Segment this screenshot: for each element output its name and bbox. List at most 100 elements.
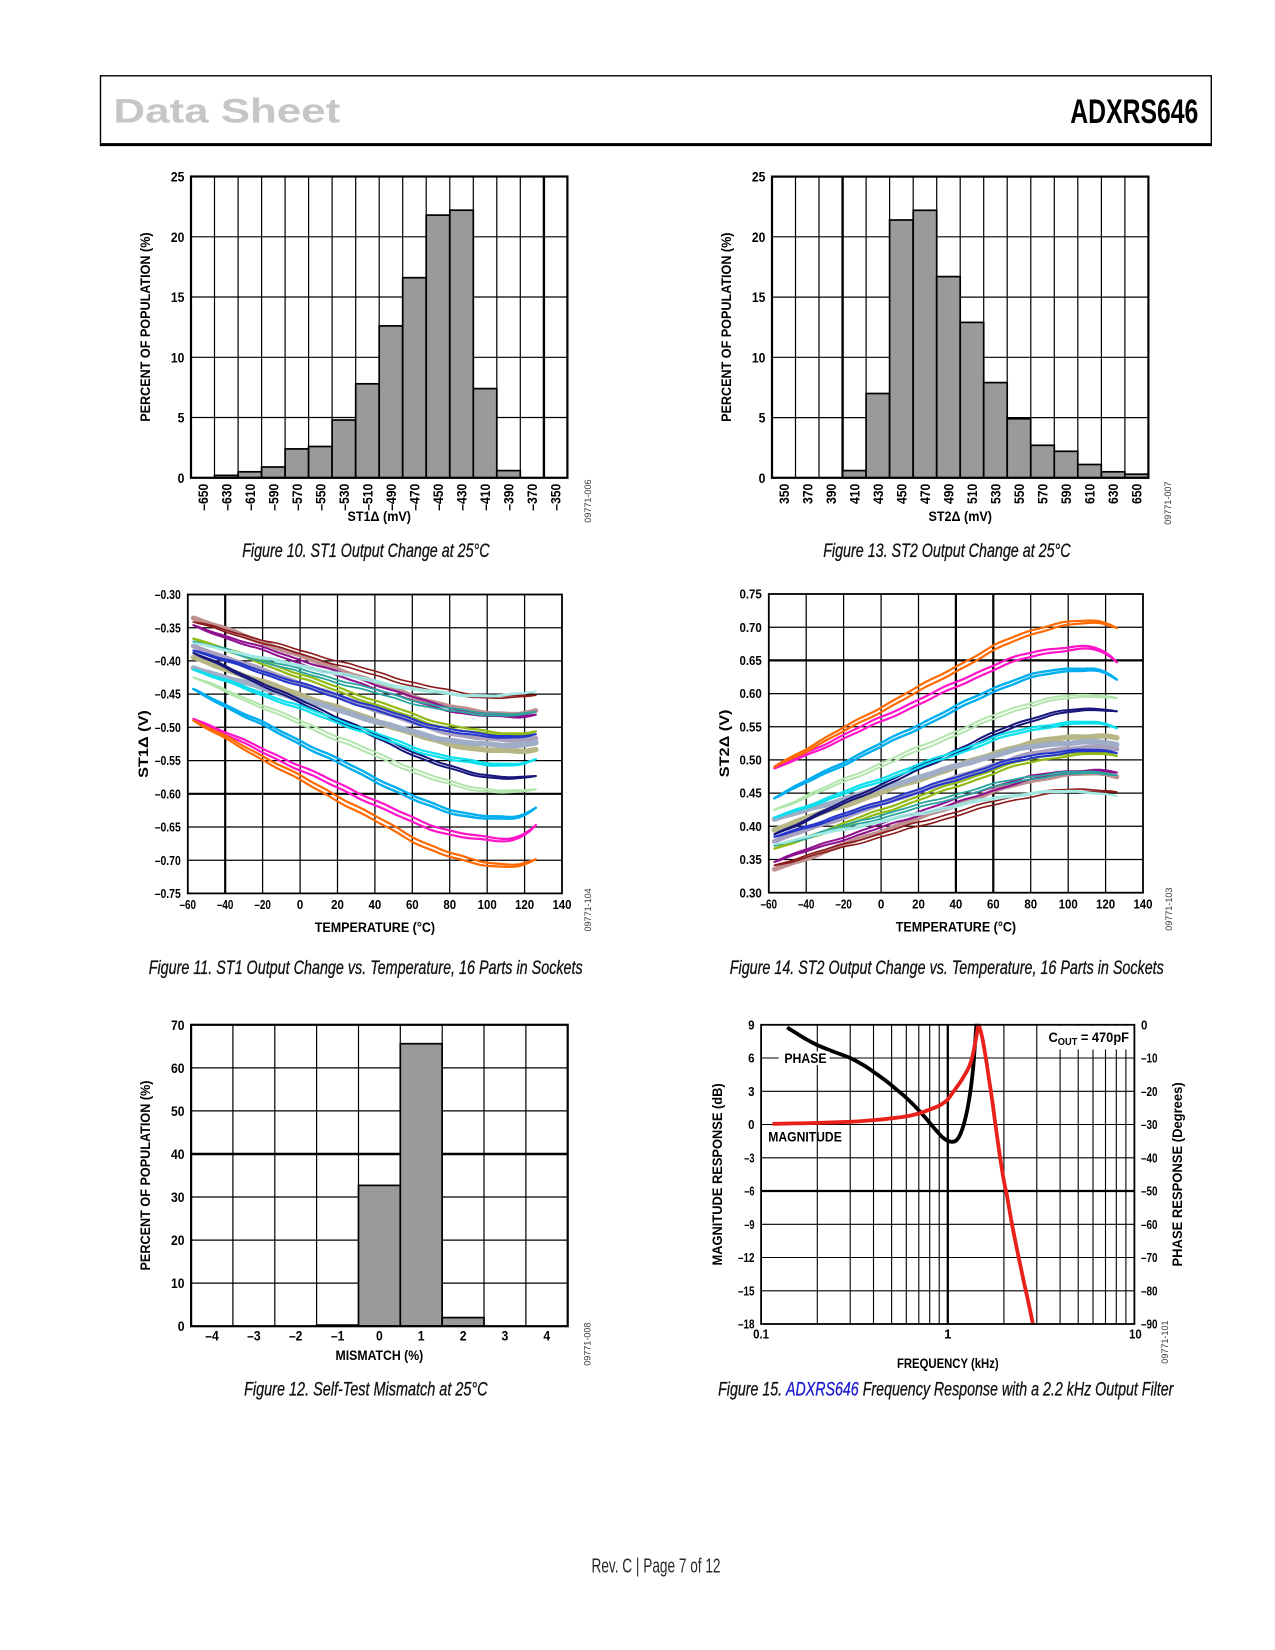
svg-text:60: 60 [406, 897, 419, 912]
svg-text:–630: –630 [218, 484, 234, 511]
svg-text:3: 3 [502, 1328, 509, 1344]
svg-text:630: 630 [1105, 484, 1121, 504]
svg-text:0.65: 0.65 [740, 653, 762, 668]
svg-text:–70: –70 [1141, 1250, 1158, 1265]
svg-text:10: 10 [171, 349, 185, 365]
svg-text:–10: –10 [1141, 1051, 1158, 1066]
svg-text:–650: –650 [195, 484, 211, 511]
svg-text:0.1: 0.1 [753, 1326, 769, 1341]
svg-text:40: 40 [950, 896, 963, 911]
svg-text:Figure 13. ST2 Output Change a: Figure 13. ST2 Output Change at 25°C [823, 541, 1071, 562]
svg-text:Figure 12. Self-Test Mismatch: Figure 12. Self-Test Mismatch at 25°C [244, 1379, 488, 1400]
svg-text:5: 5 [759, 410, 766, 426]
svg-text:–410: –410 [477, 484, 493, 511]
svg-text:–2: –2 [289, 1328, 303, 1344]
svg-text:–1: –1 [331, 1328, 345, 1344]
svg-text:MAGNITUDE: MAGNITUDE [768, 1129, 842, 1144]
svg-text:0.35: 0.35 [740, 852, 762, 867]
svg-text:–80: –80 [1141, 1283, 1158, 1298]
svg-text:PERCENT OF POPULATION (%): PERCENT OF POPULATION (%) [718, 233, 734, 422]
svg-text:20: 20 [171, 229, 185, 245]
svg-text:PHASE: PHASE [784, 1051, 826, 1066]
svg-text:–60: –60 [1141, 1217, 1158, 1232]
svg-text:0: 0 [178, 1318, 185, 1334]
svg-text:–0.70: –0.70 [155, 853, 181, 868]
svg-text:0.60: 0.60 [740, 686, 762, 701]
svg-text:550: 550 [1011, 484, 1027, 504]
svg-text:530: 530 [988, 484, 1004, 504]
svg-text:5: 5 [178, 410, 185, 426]
svg-text:40: 40 [369, 897, 382, 912]
svg-text:–60: –60 [180, 897, 197, 912]
svg-text:80: 80 [443, 897, 456, 912]
svg-text:–510: –510 [359, 484, 375, 511]
svg-text:ADXRS646: ADXRS646 [785, 1379, 859, 1400]
svg-text:20: 20 [752, 229, 766, 245]
svg-text:0.30: 0.30 [740, 885, 762, 900]
svg-text:120: 120 [1096, 896, 1115, 911]
svg-text:–370: –370 [524, 484, 540, 511]
svg-text:10: 10 [752, 349, 766, 365]
svg-text:–20: –20 [1141, 1084, 1158, 1099]
svg-text:–530: –530 [336, 484, 352, 511]
svg-text:Figure 10. ST1 Output Change a: Figure 10. ST1 Output Change at 25°C [242, 541, 490, 562]
svg-text:80: 80 [1024, 896, 1037, 911]
svg-text:–20: –20 [835, 896, 852, 911]
svg-text:370: 370 [799, 484, 815, 504]
svg-text:–20: –20 [254, 897, 271, 912]
svg-text:09771-008: 09771-008 [583, 1323, 594, 1366]
svg-text:–30: –30 [1141, 1117, 1158, 1132]
svg-text:25: 25 [171, 169, 185, 185]
svg-text:2: 2 [460, 1328, 467, 1344]
svg-text:OUT: OUT [1058, 1037, 1078, 1048]
svg-text:0: 0 [748, 1117, 754, 1132]
svg-text:–350: –350 [548, 484, 564, 511]
svg-text:09771-007: 09771-007 [1163, 482, 1174, 525]
svg-text:140: 140 [1133, 896, 1152, 911]
svg-text:–0.50: –0.50 [155, 720, 181, 735]
svg-text:Figure 14. ST2 Output Change v: Figure 14. ST2 Output Change vs. Tempera… [730, 958, 1164, 979]
svg-text:ST1Δ (mV): ST1Δ (mV) [347, 508, 411, 524]
svg-text:ST2Δ (V): ST2Δ (V) [717, 710, 732, 778]
svg-text:ST1Δ (V): ST1Δ (V) [136, 710, 151, 778]
svg-text:20: 20 [331, 897, 344, 912]
svg-text:–40: –40 [217, 897, 234, 912]
svg-text:= 470pF: = 470pF [1077, 1030, 1129, 1045]
svg-text:–0.60: –0.60 [155, 786, 181, 801]
svg-text:–0.75: –0.75 [155, 886, 181, 901]
svg-text:–4: –4 [205, 1328, 219, 1344]
svg-text:Frequency Response with a 2.2: Frequency Response with a 2.2 kHz Output… [859, 1379, 1175, 1400]
svg-text:MISMATCH (%): MISMATCH (%) [336, 1347, 424, 1363]
svg-text:0: 0 [376, 1328, 383, 1344]
svg-text:0.70: 0.70 [740, 620, 762, 635]
svg-text:09771-006: 09771-006 [583, 480, 594, 523]
svg-text:09771-101: 09771-101 [1160, 1321, 1171, 1364]
svg-text:50: 50 [171, 1103, 185, 1119]
svg-text:–470: –470 [407, 484, 423, 511]
svg-text:100: 100 [478, 897, 497, 912]
svg-text:0: 0 [759, 470, 766, 486]
svg-text:470: 470 [917, 484, 933, 504]
svg-text:–50: –50 [1141, 1184, 1158, 1199]
svg-text:20: 20 [171, 1232, 185, 1248]
svg-text:9: 9 [748, 1017, 754, 1032]
svg-text:140: 140 [552, 897, 571, 912]
svg-text:430: 430 [870, 484, 886, 504]
svg-text:TEMPERATURE (°C): TEMPERATURE (°C) [315, 920, 435, 935]
svg-text:–0.30: –0.30 [155, 587, 181, 602]
svg-text:490: 490 [940, 484, 956, 504]
svg-text:ADXRS646: ADXRS646 [1070, 93, 1198, 131]
svg-text:0: 0 [178, 470, 185, 486]
svg-text:–18: –18 [738, 1317, 755, 1332]
svg-text:–450: –450 [430, 484, 446, 511]
svg-text:0.50: 0.50 [740, 753, 762, 768]
svg-text:15: 15 [752, 289, 766, 305]
svg-text:0: 0 [878, 896, 884, 911]
svg-text:–3: –3 [247, 1328, 261, 1344]
svg-text:30: 30 [171, 1189, 185, 1205]
svg-text:Rev. C | Page 7 of 12: Rev. C | Page 7 of 12 [592, 1555, 721, 1577]
svg-text:FREQUENCY (kHz): FREQUENCY (kHz) [897, 1356, 999, 1371]
svg-text:60: 60 [171, 1060, 185, 1076]
svg-text:590: 590 [1058, 484, 1074, 504]
svg-text:–0.45: –0.45 [155, 687, 181, 702]
